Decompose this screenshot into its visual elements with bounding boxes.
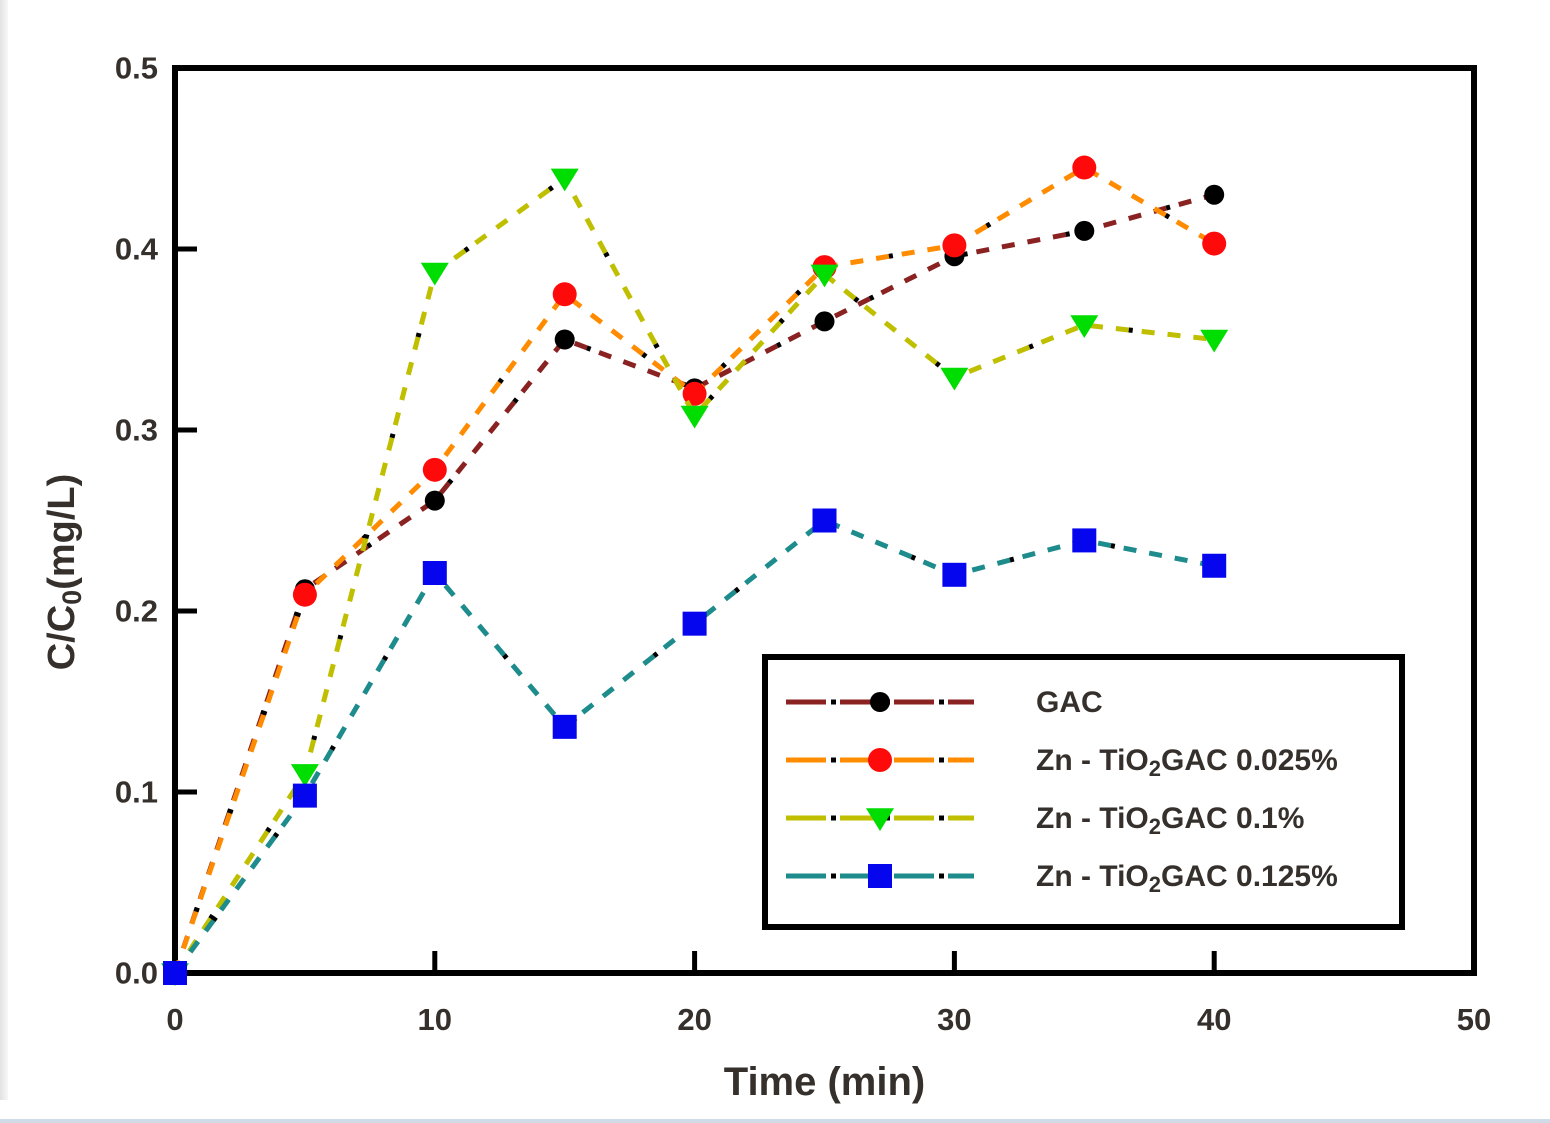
y-tick-label: 0.4	[115, 232, 159, 267]
legend-label: Zn - TiO2GAC 0.1%	[1036, 802, 1304, 839]
data-point-marker	[1074, 220, 1095, 241]
y-tick-label: 0.1	[115, 775, 158, 810]
data-point-marker	[814, 311, 835, 332]
scan-edge-left	[0, 0, 8, 1100]
x-tick-label: 50	[1457, 1002, 1491, 1037]
data-point-marker	[552, 714, 577, 739]
legend-row-zn-tio2gac-0-125: Zn - TiO2GAC 0.125%	[786, 860, 1338, 897]
data-point-marker	[812, 508, 837, 533]
legend-label: GAC	[1036, 686, 1103, 719]
data-point-marker	[422, 560, 447, 585]
legend-row-zn-tio2gac-0-025: Zn - TiO2GAC 0.025%	[786, 744, 1338, 781]
data-point-marker	[682, 611, 707, 636]
data-point-marker	[550, 168, 579, 192]
y-tick-label: 0.0	[115, 956, 158, 991]
series-zn-tio2gac-0-125	[163, 508, 1227, 985]
axes: 0.0 0.1 0.2 0.3 0.4 0.5 0 10 20 30 40 50	[115, 51, 1491, 1038]
data-point-marker	[1204, 184, 1225, 205]
data-point-marker	[866, 808, 894, 831]
legend-row-gac: GAC	[786, 686, 1103, 719]
data-point-marker	[942, 562, 967, 587]
data-point-marker	[1072, 155, 1097, 180]
data-point-marker	[292, 582, 317, 607]
data-point-marker	[940, 367, 969, 391]
data-point-marker	[810, 264, 839, 288]
x-tick-label: 0	[166, 1002, 183, 1037]
data-point-marker	[552, 282, 577, 307]
data-point-marker	[1200, 329, 1229, 353]
data-point-marker	[424, 490, 445, 511]
legend: GAC Zn - TiO2GAC 0.025% Zn - TiO2GAC 0.1% Z…	[762, 654, 1405, 930]
x-tick-label: 30	[937, 1002, 971, 1037]
x-tick-label: 40	[1197, 1002, 1231, 1037]
y-axis-title: C/C0(mg/L)	[41, 474, 87, 671]
data-point-marker	[1202, 231, 1227, 256]
legend-label: Zn - TiO2GAC 0.025%	[1036, 744, 1338, 781]
x-tick-label: 20	[677, 1002, 711, 1037]
legend-row-zn-tio2gac-0-1: Zn - TiO2GAC 0.1%	[786, 802, 1304, 839]
data-point-marker	[292, 783, 317, 808]
data-point-marker	[1070, 315, 1099, 339]
data-point-marker	[1072, 528, 1097, 553]
data-point-marker	[554, 329, 575, 350]
x-tick-label: 10	[418, 1002, 452, 1037]
y-tick-label: 0.2	[115, 594, 158, 629]
data-point-marker	[290, 764, 319, 787]
data-point-marker	[868, 748, 892, 772]
y-tick-label: 0.3	[115, 413, 158, 448]
data-point-marker	[163, 961, 187, 985]
data-point-marker	[870, 692, 890, 712]
plot-border	[172, 65, 1477, 976]
data-point-marker	[682, 381, 707, 406]
data-point-marker	[422, 457, 447, 482]
scan-edge-bottom	[0, 1119, 1550, 1123]
legend-label: Zn - TiO2GAC 0.125%	[1036, 860, 1338, 897]
data-point-marker	[420, 262, 449, 286]
x-axis-title: Time (min)	[724, 1060, 926, 1104]
data-point-marker	[868, 864, 892, 888]
data-point-marker	[1202, 553, 1227, 578]
data-point-marker	[680, 405, 709, 429]
y-tick-label: 0.5	[115, 51, 158, 86]
data-point-marker	[942, 233, 967, 258]
